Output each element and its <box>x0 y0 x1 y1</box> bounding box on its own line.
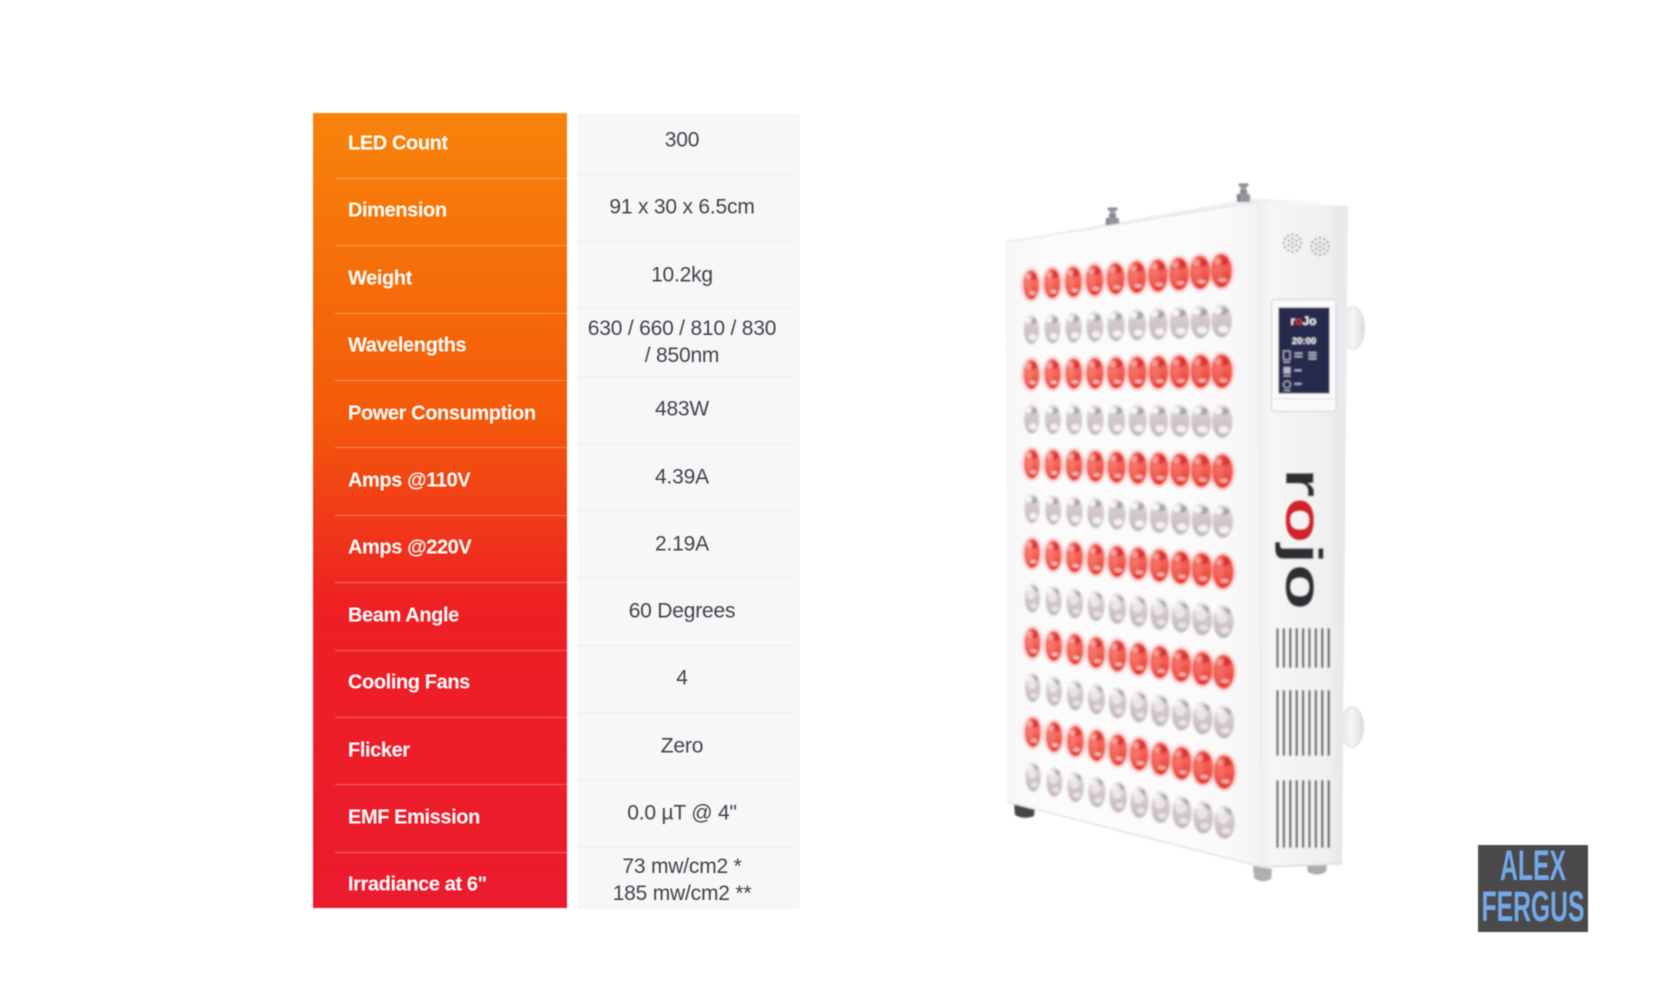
svg-text:rojo: rojo <box>1275 468 1333 610</box>
svg-text:20:00: 20:00 <box>1292 336 1316 347</box>
svg-text:roJo: roJo <box>1290 314 1316 328</box>
